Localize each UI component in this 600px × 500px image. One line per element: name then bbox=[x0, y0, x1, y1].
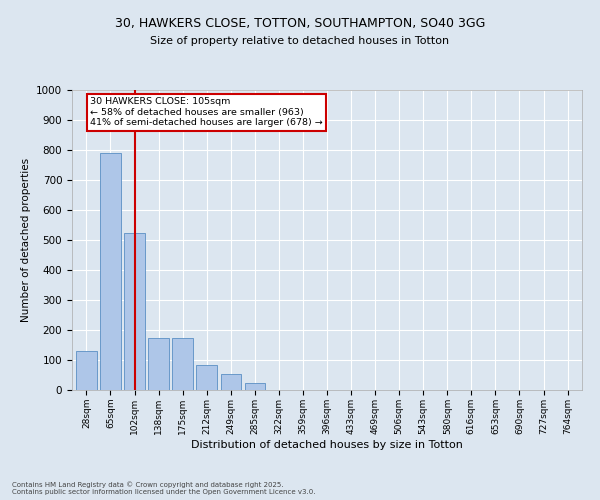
Bar bbox=[76, 351, 97, 390]
Text: 30, HAWKERS CLOSE, TOTTON, SOUTHAMPTON, SO40 3GG: 30, HAWKERS CLOSE, TOTTON, SOUTHAMPTON, … bbox=[115, 18, 485, 30]
Bar bbox=[100, 153, 121, 390]
Text: 30 HAWKERS CLOSE: 105sqm
← 58% of detached houses are smaller (963)
41% of semi-: 30 HAWKERS CLOSE: 105sqm ← 58% of detach… bbox=[90, 98, 323, 128]
Bar bbox=[221, 374, 241, 390]
Bar bbox=[124, 232, 145, 390]
Bar bbox=[196, 364, 217, 390]
Text: Size of property relative to detached houses in Totton: Size of property relative to detached ho… bbox=[151, 36, 449, 46]
Text: Contains HM Land Registry data © Crown copyright and database right 2025.
Contai: Contains HM Land Registry data © Crown c… bbox=[12, 482, 316, 495]
Y-axis label: Number of detached properties: Number of detached properties bbox=[20, 158, 31, 322]
X-axis label: Distribution of detached houses by size in Totton: Distribution of detached houses by size … bbox=[191, 440, 463, 450]
Bar bbox=[172, 338, 193, 390]
Bar bbox=[148, 338, 169, 390]
Bar bbox=[245, 382, 265, 390]
